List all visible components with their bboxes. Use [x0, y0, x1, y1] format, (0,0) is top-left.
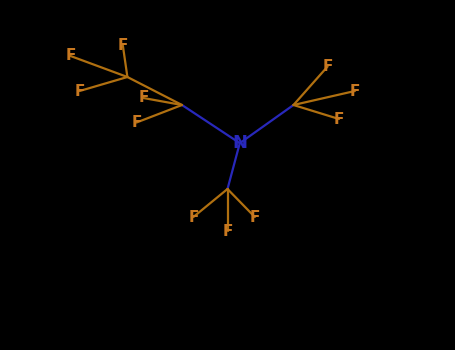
Text: F: F [222, 224, 233, 238]
Text: F: F [131, 115, 142, 130]
Text: F: F [66, 49, 76, 63]
Text: N: N [233, 134, 247, 152]
Text: F: F [188, 210, 198, 224]
Text: F: F [323, 59, 333, 74]
Text: F: F [334, 112, 344, 126]
Text: F: F [75, 84, 85, 98]
Text: F: F [118, 38, 128, 53]
Text: F: F [250, 210, 260, 224]
Text: F: F [350, 84, 360, 98]
Text: F: F [138, 91, 148, 105]
